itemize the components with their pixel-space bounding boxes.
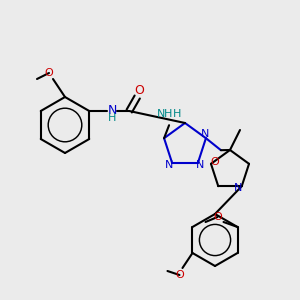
Text: N: N: [201, 129, 209, 139]
Text: O: O: [213, 212, 222, 222]
Text: H: H: [164, 109, 172, 119]
Text: O: O: [134, 85, 144, 98]
Text: H: H: [108, 113, 116, 123]
Text: N: N: [165, 160, 173, 170]
Text: O: O: [175, 270, 184, 280]
Text: O: O: [211, 157, 219, 167]
Text: N: N: [196, 160, 204, 170]
Text: N: N: [234, 183, 242, 193]
Text: N: N: [108, 103, 117, 116]
Text: H: H: [173, 109, 181, 119]
Text: O: O: [45, 68, 53, 78]
Text: N: N: [157, 109, 165, 119]
